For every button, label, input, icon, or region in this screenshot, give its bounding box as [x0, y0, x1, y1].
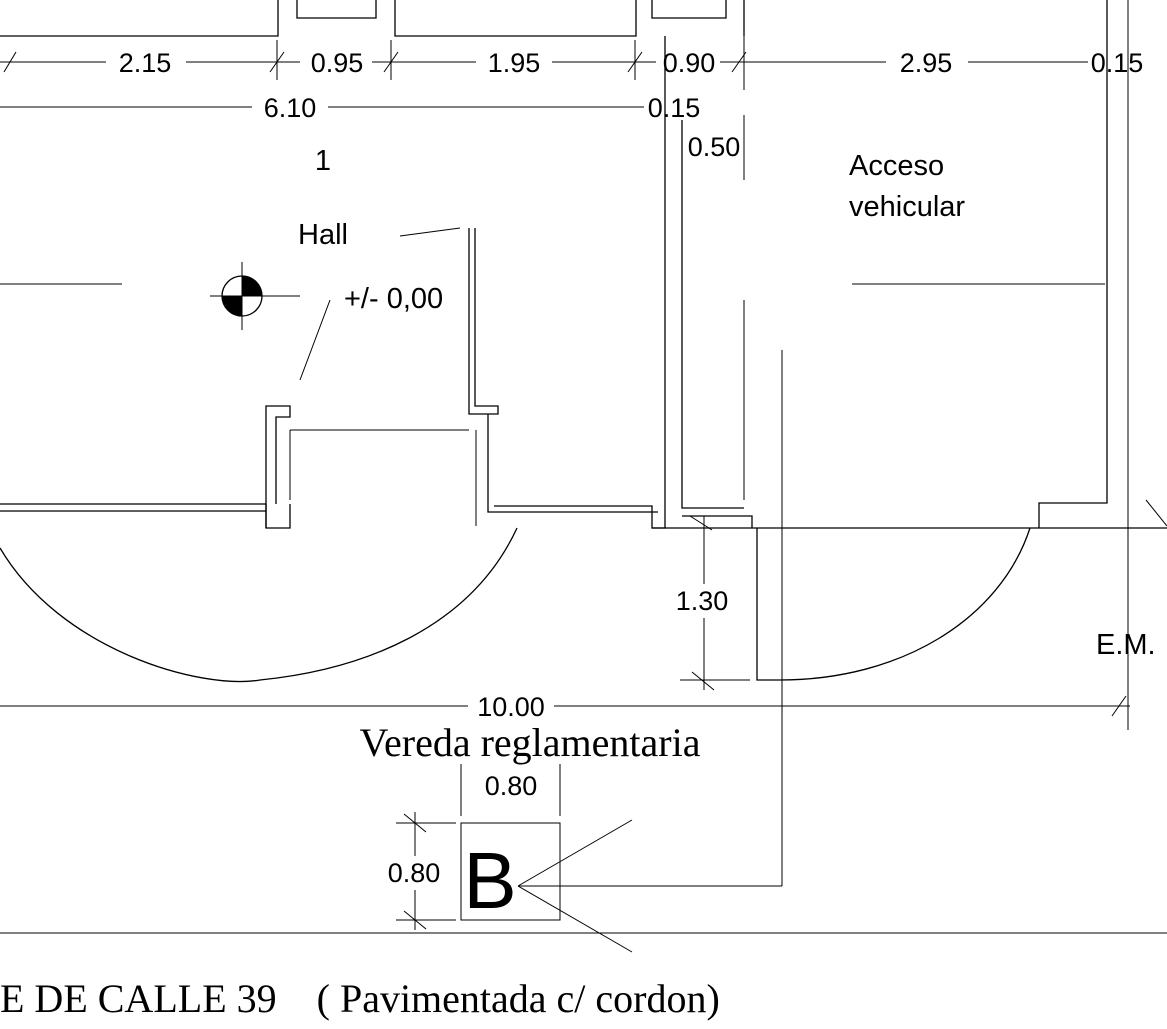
dim-box-width: 0.80 — [485, 771, 538, 801]
dim-2-15: 2.15 — [119, 48, 172, 78]
room-labels: 1 Hall +/- 0,00 Acceso vehicular E.M. — [298, 145, 1156, 661]
dim-0-50: 0.50 — [688, 132, 741, 162]
dim-10-00: 10.00 — [477, 692, 545, 722]
level-marker-icon — [210, 262, 300, 330]
room-number: 1 — [315, 145, 331, 177]
dim-1-95: 1.95 — [488, 48, 541, 78]
marker-box: 0.80 0.80 B — [384, 764, 782, 953]
room-name: Hall — [298, 219, 348, 251]
door-swings — [0, 527, 1031, 683]
axis-lines — [0, 283, 1105, 886]
em-label: E.M. — [1096, 629, 1156, 661]
party-walls — [494, 0, 1129, 730]
dim-0-15-wall: 0.15 — [648, 93, 701, 123]
dimension-row-top: 2.15 0.95 1.95 0.90 2.95 0.15 — [0, 40, 1150, 80]
dim-box-height: 0.80 — [388, 858, 441, 888]
front-walls — [0, 227, 1167, 529]
dim-0-15: 0.15 — [1091, 48, 1144, 78]
marker-letter: B — [463, 836, 516, 925]
sidewalk-label: Vereda reglamentaria — [360, 720, 701, 765]
dim-6-10: 6.10 — [264, 93, 317, 123]
dim-0-95: 0.95 — [311, 48, 364, 78]
street-label: E DE CALLE 39 ( Pavimentada c/ cordon) — [0, 976, 720, 1021]
dim-1-30: 1.30 — [676, 586, 729, 616]
level-label: +/- 0,00 — [344, 283, 443, 315]
vehicle-access-line2: vehicular — [849, 191, 965, 223]
top-wall-fragments — [0, 0, 745, 37]
dim-2-95: 2.95 — [900, 48, 953, 78]
dimension-sidewalk: 1.30 — [670, 515, 750, 691]
dimension-lot-width: 10.00 — [0, 690, 1130, 724]
dimension-row-second: 6.10 0.15 0.50 — [0, 90, 740, 162]
dim-0-90: 0.90 — [663, 48, 716, 78]
vehicle-access-line1: Acceso — [849, 150, 944, 182]
